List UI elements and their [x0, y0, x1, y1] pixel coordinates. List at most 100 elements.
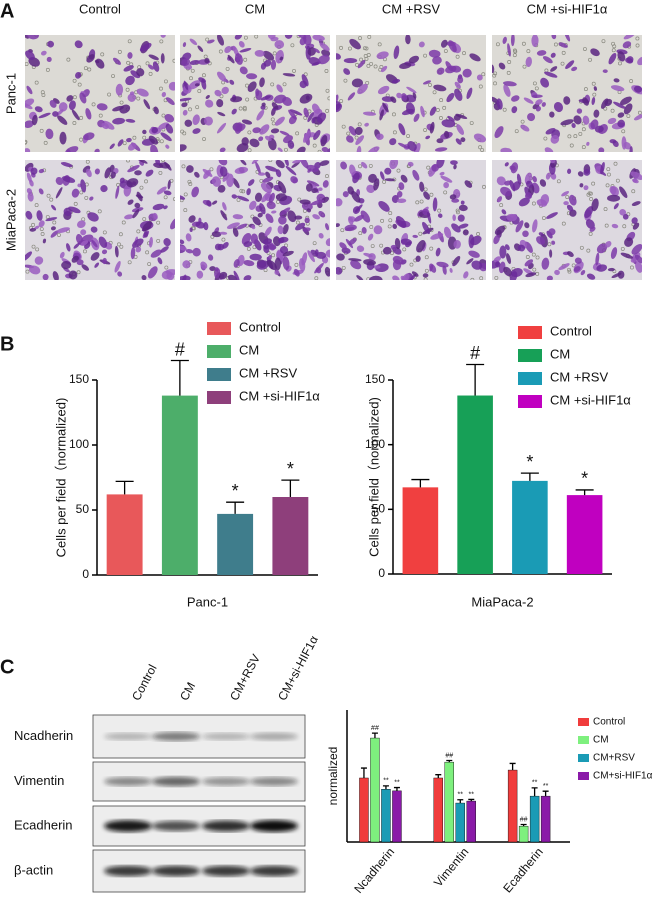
cell — [156, 186, 167, 195]
cell — [163, 190, 172, 196]
cell — [617, 270, 625, 279]
pore — [373, 64, 378, 69]
cell — [350, 260, 362, 270]
cell — [571, 122, 576, 129]
cell — [464, 180, 473, 188]
y-tick-label: 0 — [378, 566, 385, 580]
pore — [617, 61, 622, 66]
pore — [183, 208, 188, 213]
cell — [336, 53, 341, 60]
cell — [327, 148, 330, 152]
cell — [264, 226, 272, 237]
cell — [393, 45, 400, 60]
cell — [153, 106, 159, 115]
cell — [117, 139, 124, 147]
cell — [380, 171, 385, 181]
band — [202, 865, 250, 877]
cell — [243, 241, 253, 248]
pore — [341, 124, 346, 129]
cell — [151, 127, 159, 134]
micrograph — [25, 35, 175, 152]
cell — [593, 109, 600, 118]
cell — [346, 135, 354, 143]
cell — [551, 240, 556, 245]
cell — [432, 56, 442, 65]
row-label: Panc-1 — [3, 73, 18, 114]
pore — [225, 66, 230, 71]
panel-label: B — [0, 333, 14, 355]
y-tick-label: 50 — [372, 502, 386, 516]
error-bar — [411, 478, 430, 488]
cell — [291, 161, 300, 168]
cell — [239, 66, 248, 75]
cell — [141, 275, 147, 280]
pore — [567, 134, 572, 139]
pore — [270, 82, 275, 87]
cell — [382, 246, 392, 255]
pore — [610, 108, 615, 113]
pore — [254, 35, 259, 39]
cell — [413, 113, 420, 122]
cell — [531, 94, 543, 99]
cell — [545, 127, 556, 135]
cell — [290, 176, 298, 184]
pore — [525, 255, 530, 259]
cell — [319, 42, 330, 51]
cell — [617, 119, 625, 128]
pore — [164, 265, 169, 270]
cell — [362, 111, 377, 116]
cell — [613, 78, 620, 83]
band — [250, 777, 298, 786]
cell — [25, 35, 29, 39]
cell — [518, 197, 530, 207]
cell — [443, 181, 449, 189]
cell — [188, 215, 196, 223]
pore — [202, 137, 206, 141]
cell — [265, 171, 271, 178]
cell — [222, 172, 230, 182]
pore — [340, 228, 345, 233]
cell — [476, 74, 483, 81]
cell — [398, 123, 406, 136]
cell — [321, 146, 329, 152]
y-tick-label: 0 — [82, 567, 89, 581]
cell — [553, 101, 564, 113]
cell — [180, 245, 187, 251]
cell — [247, 81, 257, 92]
cell — [349, 164, 356, 176]
cell — [398, 182, 405, 190]
bar — [402, 487, 439, 574]
cell — [279, 56, 284, 61]
cell — [536, 199, 548, 207]
cell — [376, 51, 389, 60]
bar — [370, 737, 380, 843]
pore — [79, 190, 84, 195]
cell — [270, 128, 280, 134]
cell — [308, 57, 320, 66]
cell — [582, 115, 590, 125]
cell — [57, 115, 68, 125]
cell — [376, 133, 384, 140]
cell — [375, 263, 389, 273]
band — [104, 820, 152, 832]
cell — [28, 265, 41, 275]
cell — [180, 239, 185, 245]
pore — [40, 232, 45, 236]
pore — [493, 81, 497, 86]
pore — [97, 209, 102, 214]
pore — [183, 192, 188, 197]
cell — [318, 232, 324, 239]
pore — [126, 60, 131, 65]
cell — [299, 160, 309, 169]
cell — [343, 68, 351, 75]
cell — [623, 35, 636, 40]
annotation: * — [287, 459, 294, 479]
cell — [422, 80, 432, 85]
pore — [532, 267, 537, 272]
cell — [412, 92, 417, 99]
pore — [172, 58, 175, 63]
cell — [307, 47, 317, 56]
cell — [602, 69, 608, 73]
pore — [631, 189, 636, 194]
cell — [127, 199, 134, 205]
